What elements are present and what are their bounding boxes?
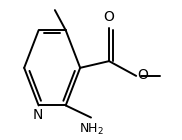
Text: O: O <box>104 10 114 24</box>
Text: NH$_2$: NH$_2$ <box>79 122 104 137</box>
Text: O: O <box>137 68 148 82</box>
Text: N: N <box>33 108 43 122</box>
